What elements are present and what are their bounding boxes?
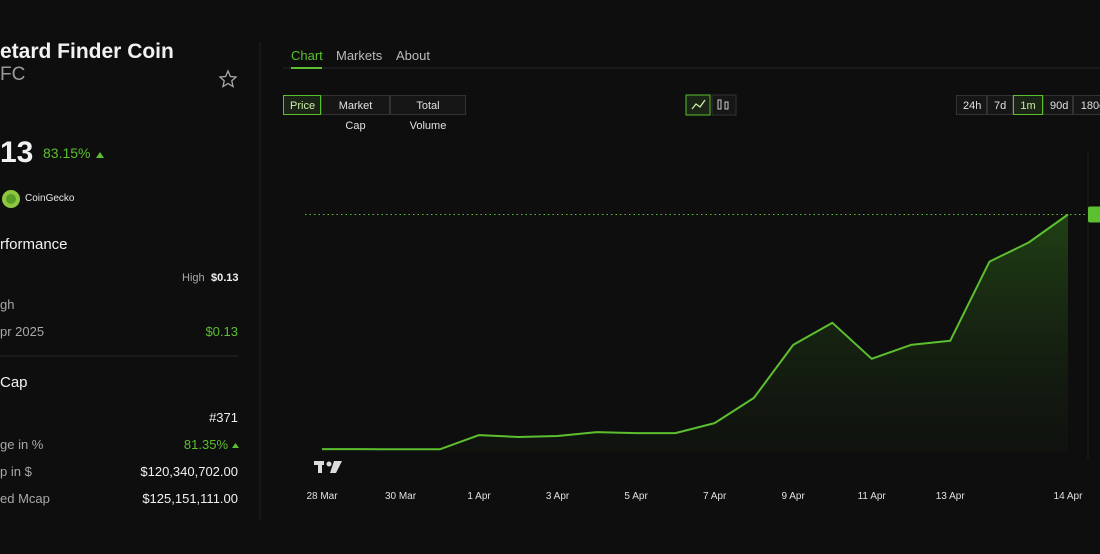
- coin-name: etard Finder Coin: [0, 40, 174, 63]
- x-tick-label: 3 Apr: [546, 491, 570, 502]
- tab[interactable]: Chart: [291, 48, 323, 63]
- section-title: Cap: [0, 374, 28, 391]
- star-icon[interactable]: [218, 69, 238, 88]
- row-label: pr 2025: [0, 324, 45, 339]
- tab[interactable]: Markets: [336, 48, 383, 63]
- source-name: CoinGecko: [25, 193, 75, 204]
- x-tick-label: 5 Apr: [624, 491, 648, 502]
- toggle-button[interactable]: 7d: [987, 95, 1013, 115]
- coingecko-icon: [2, 190, 20, 208]
- row-value: $0.13: [205, 324, 238, 339]
- row-value: #371: [209, 410, 238, 425]
- toggle-button[interactable]: 180d: [1073, 95, 1100, 115]
- coin-symbol: FC: [0, 64, 26, 85]
- tradingview-logo: [314, 461, 342, 473]
- x-tick-label: 11 Apr: [858, 491, 887, 502]
- x-tick-label: 30 Mar: [385, 491, 417, 502]
- toggle-button[interactable]: Total Volume: [390, 95, 466, 132]
- high-value: $0.13: [211, 272, 239, 284]
- x-tick-label: 14 Apr: [1054, 491, 1084, 502]
- toggle-button[interactable]: 24h: [956, 95, 987, 115]
- area: [322, 214, 1068, 452]
- last-price-tag: [1088, 206, 1100, 223]
- up-arrow: [96, 152, 104, 158]
- price-line: [322, 213, 1069, 451]
- line-chart-icon[interactable]: [685, 94, 711, 116]
- x-tick-label: 9 Apr: [781, 491, 805, 502]
- row-label: gh: [0, 297, 15, 312]
- toggle-button[interactable]: 1m: [1013, 95, 1043, 115]
- tab[interactable]: About: [396, 48, 430, 63]
- candle-chart-icon[interactable]: [711, 94, 737, 116]
- price-change: 83.15%: [43, 145, 91, 161]
- row-label: p in $: [0, 464, 32, 479]
- row-value: 81.35%: [183, 437, 228, 452]
- coin-price: 13: [0, 136, 34, 169]
- row-value: $125,151,111.00: [142, 491, 238, 506]
- up-arrow: [232, 443, 239, 448]
- row-label: ed Mcap: [0, 491, 50, 506]
- row-label: ge in %: [0, 437, 44, 452]
- x-tick-label: 28 Mar: [306, 491, 338, 502]
- section-title: rformance: [0, 236, 68, 253]
- x-tick-label: 7 Apr: [703, 491, 727, 502]
- tab-active-underline: [291, 67, 322, 69]
- x-tick-label: 1 Apr: [467, 491, 491, 502]
- high-label: High: [182, 272, 205, 284]
- toggle-button[interactable]: Price: [283, 95, 321, 115]
- x-tick-label: 13 Apr: [936, 491, 966, 502]
- row-value: $120,340,702.00: [140, 464, 238, 479]
- toggle-button[interactable]: Market Cap: [321, 95, 390, 132]
- toggle-button[interactable]: 90d: [1043, 95, 1073, 115]
